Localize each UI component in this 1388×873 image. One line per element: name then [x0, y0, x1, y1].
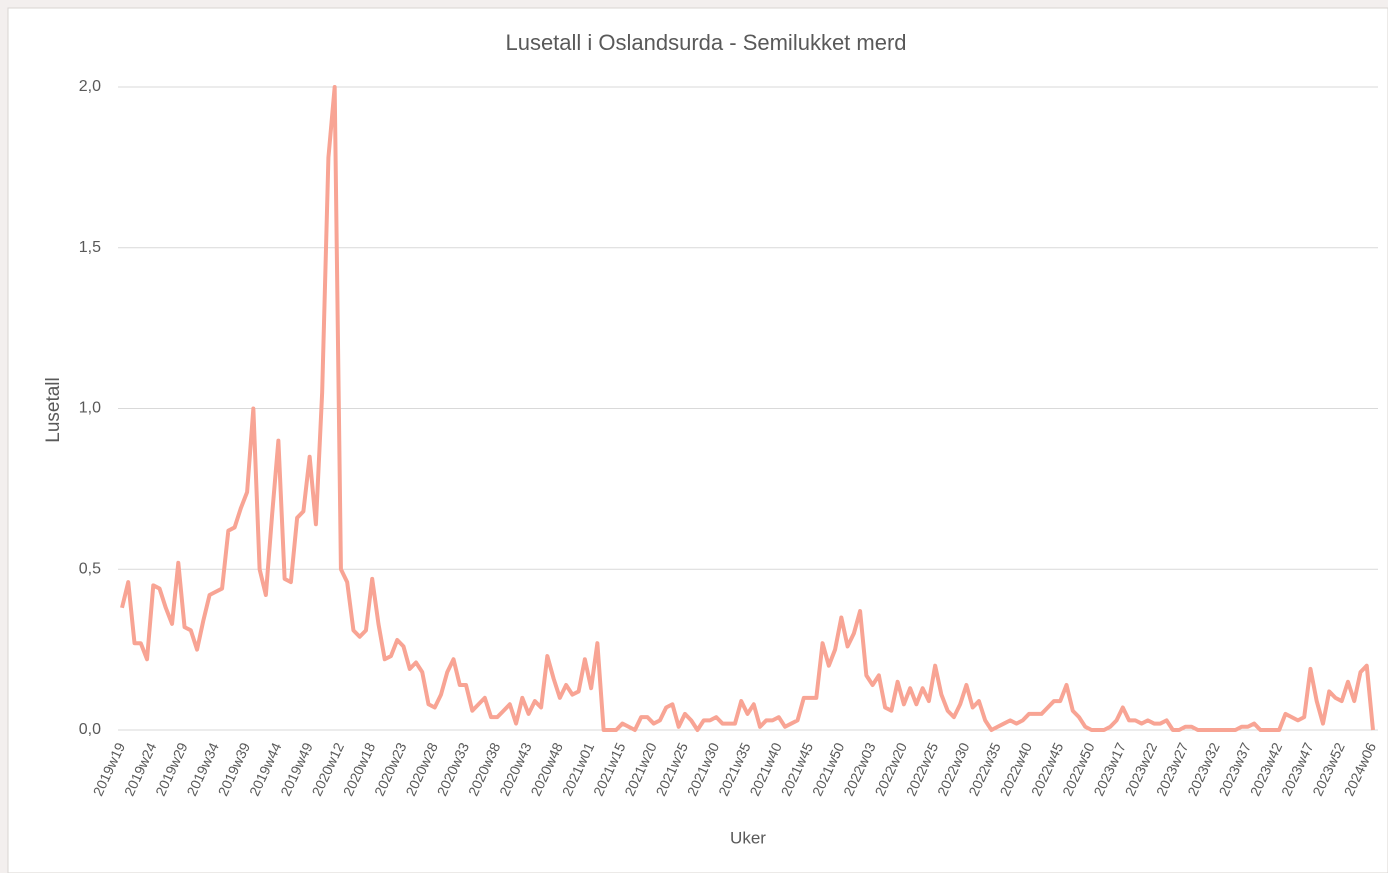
- y-tick-label: 1,0: [79, 400, 101, 417]
- y-tick-label: 0,0: [79, 721, 101, 738]
- y-tick-label: 2,0: [79, 78, 101, 95]
- x-axis-title: Uker: [730, 828, 766, 847]
- chart-title: Lusetall i Oslandsurda - Semilukket merd: [505, 30, 906, 55]
- y-tick-label: 0,5: [79, 560, 101, 577]
- y-tick-label: 1,5: [79, 239, 101, 256]
- data-line: [120, 85, 1375, 732]
- y-axis-title: Lusetall: [43, 377, 64, 443]
